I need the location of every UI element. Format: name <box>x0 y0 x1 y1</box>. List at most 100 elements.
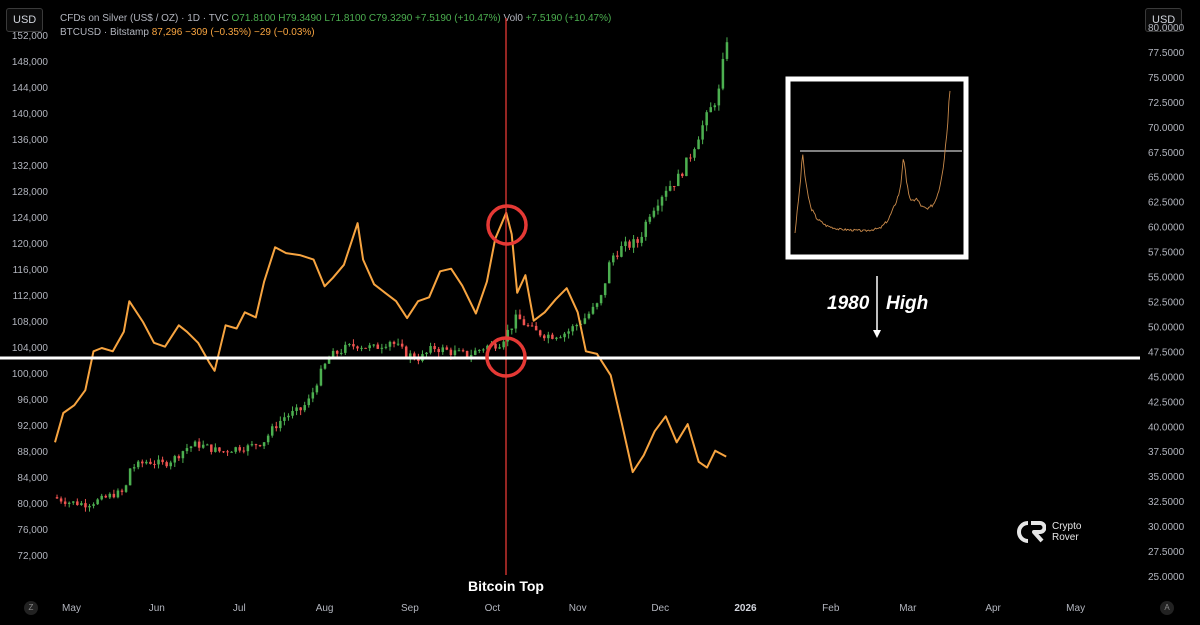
candle-body <box>689 157 692 159</box>
candle-body <box>469 354 473 358</box>
candle-body <box>478 349 481 351</box>
candle-body <box>356 346 359 349</box>
candle-body <box>76 501 79 506</box>
right-tick-label: 45.0000 <box>1148 372 1185 383</box>
candle-body <box>283 417 286 421</box>
candle-body <box>124 485 128 492</box>
candle-body <box>116 490 120 498</box>
right-tick-label: 52.5000 <box>1148 298 1185 309</box>
right-tick-label: 47.5000 <box>1148 347 1185 358</box>
candle-body <box>563 333 566 338</box>
candle-body <box>413 353 416 359</box>
left-currency-button[interactable]: USD <box>6 8 44 32</box>
candle-body <box>149 461 152 464</box>
candle-body <box>295 407 298 411</box>
candle-body <box>266 435 270 443</box>
candle-body <box>238 447 241 451</box>
candle-body <box>299 407 302 411</box>
timezone-button[interactable]: Z <box>24 601 38 615</box>
candle-body <box>210 444 213 452</box>
candle-body <box>400 343 404 347</box>
candle-body <box>84 503 87 508</box>
candle-body <box>153 463 156 465</box>
logo-line-1: Crypto <box>1052 521 1082 532</box>
silver-candles <box>55 37 729 512</box>
candle-body <box>612 255 615 263</box>
time-tick-label: Jun <box>149 603 165 614</box>
candle-body <box>429 346 432 353</box>
candle-body <box>530 325 534 327</box>
candle-body <box>721 58 725 89</box>
candle-body <box>112 493 116 498</box>
crypto-rover-icon <box>1017 521 1046 543</box>
candle-body <box>67 502 71 504</box>
chart-legend: CFDs on Silver (US$ / OZ) · 1D · TVC O71… <box>60 12 611 40</box>
left-tick-label: 92,000 <box>17 421 48 432</box>
btc-price: 87,296 <box>151 27 183 38</box>
time-tick-label: Dec <box>651 603 669 614</box>
left-tick-label: 76,000 <box>17 525 48 536</box>
right-tick-label: 60.0000 <box>1148 223 1185 234</box>
candle-body <box>254 444 258 446</box>
right-tick-label: 55.0000 <box>1148 273 1185 284</box>
candle-body <box>311 392 315 399</box>
left-axis: 152,000 148,000 144,000 140,000 136,000 132,0… <box>12 31 49 562</box>
silver-symbol[interactable]: CFDs on Silver (US$ / OZ) · 1D · TVC <box>60 13 229 24</box>
time-tick-label: Sep <box>401 603 419 614</box>
candle-body <box>652 210 656 217</box>
candle-body <box>640 236 643 243</box>
candle-body <box>486 345 489 350</box>
time-tick-label: Aug <box>316 603 334 614</box>
bitcoin-top-label: Bitcoin Top <box>468 578 544 594</box>
silver-high: H79.3490 <box>278 13 322 24</box>
silver-legend-row: CFDs on Silver (US$ / OZ) · 1D · TVC O71… <box>60 12 611 26</box>
candle-body <box>457 350 461 352</box>
candle-body <box>437 349 440 353</box>
auto-scale-button[interactable]: A <box>1160 601 1174 615</box>
candle-body <box>331 350 335 358</box>
candle-body <box>502 341 505 348</box>
candle-body <box>157 459 160 465</box>
btc-symbol[interactable]: BTCUSD · Bitstamp <box>60 27 149 38</box>
candle-body <box>551 334 554 339</box>
candle-body <box>59 498 63 502</box>
candle-body <box>607 262 611 284</box>
left-tick-label: 84,000 <box>17 473 48 484</box>
inset-price-line <box>794 90 951 234</box>
candle-body <box>128 468 132 486</box>
candle-body <box>632 239 635 248</box>
left-tick-label: 112,000 <box>13 291 49 302</box>
candle-body <box>660 196 664 206</box>
candle-body <box>218 447 221 452</box>
left-tick-label: 100,000 <box>12 369 49 380</box>
right-tick-label: 50.0000 <box>1148 322 1185 333</box>
candle-body <box>425 352 428 355</box>
left-tick-label: 108,000 <box>12 317 49 328</box>
right-tick-label: 65.0000 <box>1148 173 1185 184</box>
candle-body <box>250 444 254 446</box>
candle-body <box>108 493 112 498</box>
candle-body <box>55 497 59 499</box>
right-currency-button[interactable]: USD <box>1145 8 1183 32</box>
candle-body <box>522 319 526 326</box>
candle-body <box>510 328 514 330</box>
left-tick-label: 148,000 <box>12 57 49 68</box>
time-tick-label: May <box>62 603 81 614</box>
candle-body <box>392 341 396 344</box>
candle-body <box>262 442 266 447</box>
right-tick-label: 62.5000 <box>1148 198 1185 209</box>
right-tick-label: 35.0000 <box>1148 472 1185 483</box>
candle-body <box>230 451 233 453</box>
time-tick-label: 2026 <box>734 603 757 614</box>
candle-body <box>603 283 607 296</box>
candle-body <box>181 451 185 459</box>
candle-body <box>656 205 660 211</box>
crypto-rover-logo: Crypto Rover <box>1016 520 1081 544</box>
silver-volume: 0 <box>517 13 523 24</box>
candle-body <box>559 337 562 339</box>
candle-body <box>461 350 465 352</box>
right-tick-label: 70.0000 <box>1148 123 1185 134</box>
candle-body <box>583 318 587 324</box>
left-tick-label: 120,000 <box>12 239 49 250</box>
